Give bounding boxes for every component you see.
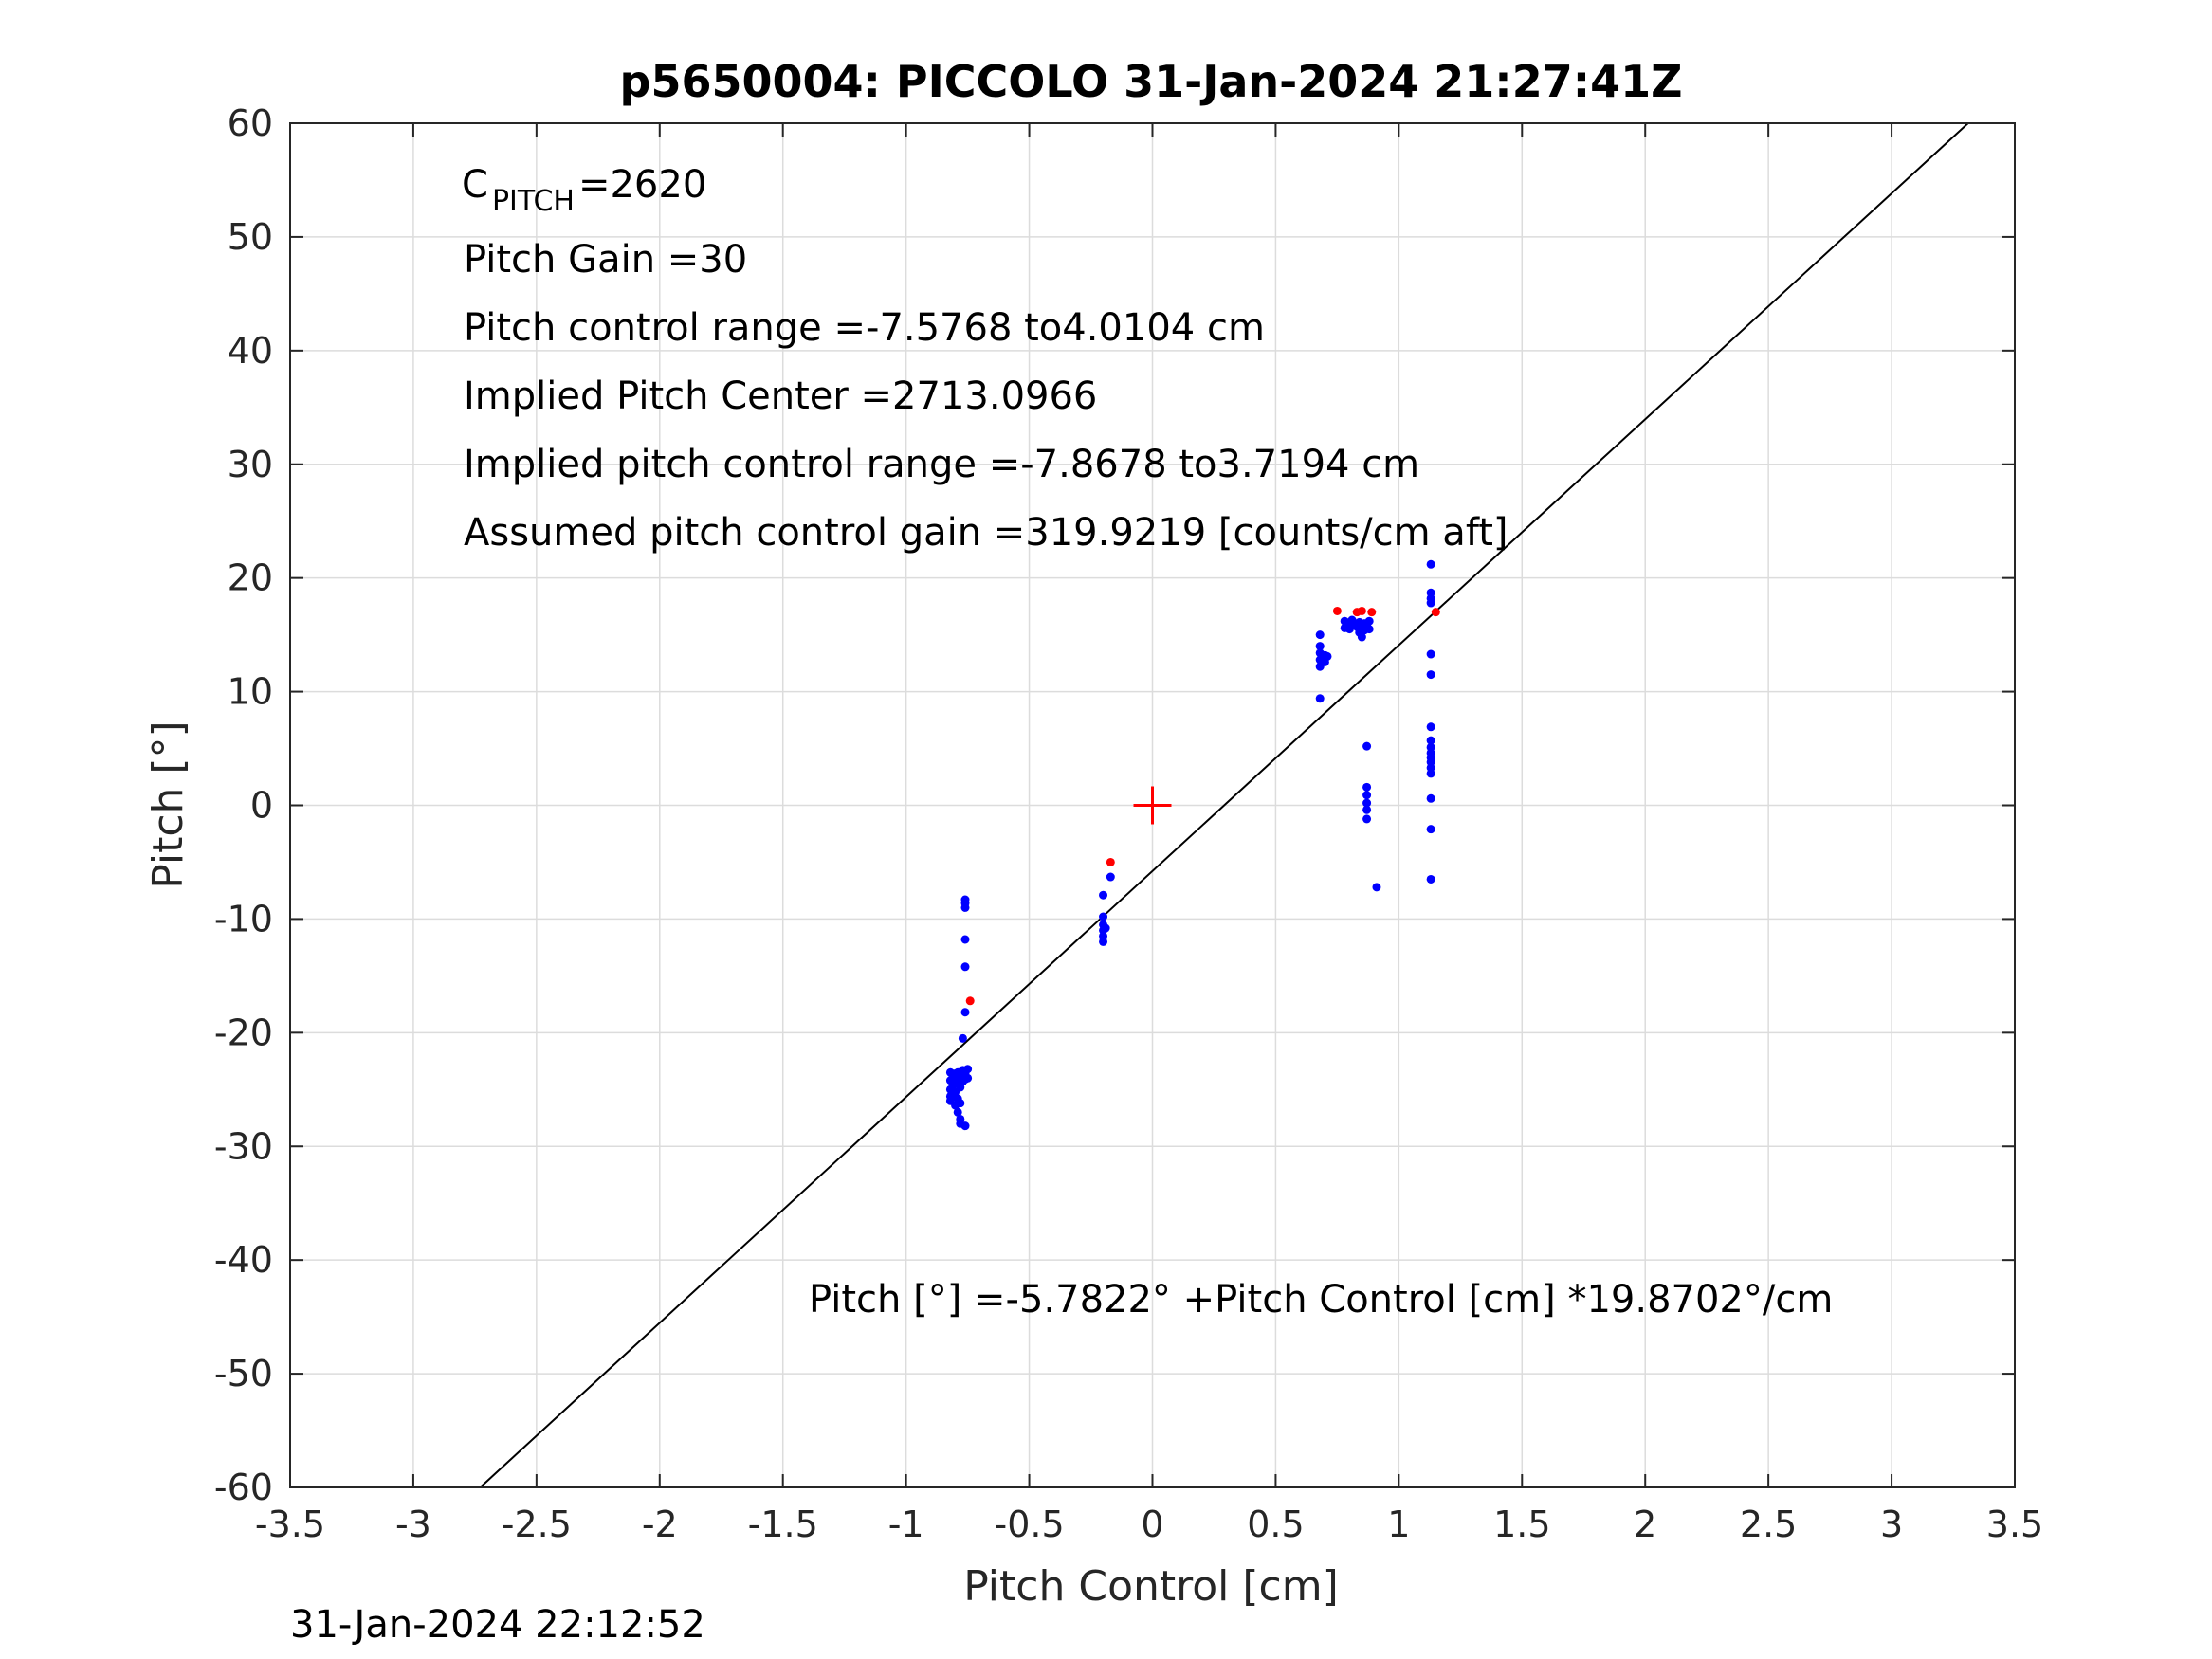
- blue-data-point: [1426, 559, 1435, 569]
- blue-data-point: [1323, 651, 1332, 661]
- x-tick-label: -0.5: [994, 1504, 1064, 1545]
- fit-line: [478, 123, 1970, 1487]
- blue-data-point: [1099, 890, 1108, 900]
- red-data-point: [1106, 857, 1115, 866]
- x-tick-label: -1.5: [748, 1504, 818, 1545]
- fit-equation-annotation: Pitch [°] =-5.7822° +Pitch Control [cm] …: [809, 1278, 1833, 1322]
- blue-data-point: [1362, 798, 1372, 808]
- y-tick-label: -60: [214, 1467, 273, 1508]
- c-pitch-value: =2620: [578, 163, 706, 207]
- x-tick-label: -2: [642, 1504, 678, 1545]
- red-data-point: [965, 996, 975, 1006]
- blue-data-point: [1426, 670, 1435, 680]
- blue-data-point: [1362, 782, 1372, 792]
- blue-data-point: [1372, 883, 1381, 892]
- blue-data-point: [1364, 616, 1374, 626]
- blue-data-point: [960, 962, 970, 972]
- assumed-gain-annotation: Assumed pitch control gain =319.9219 [co…: [464, 511, 1508, 555]
- x-tick-label: 0.5: [1247, 1504, 1304, 1545]
- blue-data-point: [963, 1065, 973, 1074]
- blue-data-point: [1426, 874, 1435, 884]
- c-pitch-annotation: C PITCH =2620: [462, 163, 706, 218]
- blue-data-point: [1426, 598, 1435, 608]
- x-tick-label: -2.5: [502, 1504, 572, 1545]
- red-data-point: [1332, 606, 1342, 615]
- x-tick-label: 1: [1387, 1504, 1410, 1545]
- y-tick-label: 20: [228, 557, 273, 599]
- x-tick-label: -1: [888, 1504, 924, 1545]
- blue-data-point: [1426, 769, 1435, 778]
- blue-data-point: [1315, 642, 1325, 651]
- blue-data-point: [960, 1008, 970, 1017]
- x-tick-label: 2: [1634, 1504, 1656, 1545]
- blue-data-point: [1426, 825, 1435, 834]
- blue-data-point: [1099, 937, 1108, 946]
- y-tick-label: 60: [228, 102, 273, 144]
- y-tick-label: 0: [250, 785, 273, 827]
- x-tick-label: -3: [395, 1504, 431, 1545]
- red-data-point: [1367, 608, 1377, 617]
- axes-box: [289, 122, 2016, 1488]
- control-range-annotation: Pitch control range =-7.5768 to4.0104 cm: [464, 306, 1265, 350]
- blue-data-point: [1357, 632, 1366, 642]
- blue-data-point: [1106, 872, 1115, 882]
- red-data-point: [1431, 608, 1440, 617]
- data-points: [945, 559, 1440, 1131]
- implied-range-annotation: Implied pitch control range =-7.8678 to3…: [464, 443, 1419, 486]
- y-tick-label: -20: [214, 1012, 273, 1053]
- blue-data-point: [1362, 791, 1372, 800]
- y-tick-label: 30: [228, 444, 273, 485]
- timestamp: 31-Jan-2024 22:12:52: [290, 1603, 705, 1647]
- blue-data-point: [963, 1073, 973, 1083]
- blue-data-point: [1426, 793, 1435, 803]
- x-tick-label: 3: [1880, 1504, 1903, 1545]
- blue-data-point: [1426, 736, 1435, 745]
- y-tick-labels: 60 50 40 30 20 10 0 -10 -20 -30 -40 -50 -60: [214, 102, 273, 1508]
- blue-data-point: [1426, 722, 1435, 732]
- y-tick-label: -30: [214, 1125, 273, 1167]
- blue-data-point: [1364, 625, 1374, 634]
- blue-data-point: [1362, 814, 1372, 824]
- chart-title: p5650004: PICCOLO 31-Jan-2024 21:27:41Z: [620, 56, 1683, 107]
- blue-data-point: [1426, 649, 1435, 659]
- blue-data-point: [1362, 741, 1372, 751]
- x-tick-label: 1.5: [1493, 1504, 1550, 1545]
- y-tick-label: 50: [228, 216, 273, 258]
- c-pitch-symbol: C: [462, 163, 488, 207]
- x-tick-labels: -3.5 -3 -2.5 -2 -1.5 -1 -0.5 0 0.5 1 1.5 2 2.5 3 3.5: [255, 1504, 2043, 1545]
- blue-data-point: [1101, 923, 1110, 933]
- c-pitch-subscript: PITCH: [492, 185, 575, 218]
- blue-data-point: [1315, 630, 1325, 640]
- y-tick-label: -40: [214, 1239, 273, 1281]
- x-tick-label: -3.5: [255, 1504, 325, 1545]
- y-tick-label: 10: [228, 671, 273, 713]
- implied-center-annotation: Implied Pitch Center =2713.0966: [464, 374, 1097, 418]
- x-tick-label: 2.5: [1740, 1504, 1797, 1545]
- blue-data-point: [1362, 805, 1372, 814]
- y-tick-label: 40: [228, 330, 273, 372]
- x-tick-label: 3.5: [1986, 1504, 2043, 1545]
- blue-data-point: [1099, 912, 1108, 921]
- blue-data-point: [960, 1121, 970, 1131]
- blue-data-point: [960, 935, 970, 944]
- y-axis-label: Pitch [°]: [144, 720, 192, 888]
- blue-data-point: [953, 1107, 962, 1117]
- pitch-gain-annotation: Pitch Gain =30: [464, 238, 747, 282]
- blue-data-point: [960, 902, 970, 912]
- x-axis-label: Pitch Control [cm]: [963, 1562, 1339, 1611]
- red-data-point: [1357, 606, 1366, 615]
- x-tick-label: 0: [1141, 1504, 1163, 1545]
- blue-data-point: [956, 1099, 965, 1108]
- y-tick-label: -10: [214, 898, 273, 939]
- blue-data-point: [1315, 694, 1325, 703]
- pitch-center-marker: [1133, 786, 1172, 825]
- y-tick-label: -50: [214, 1353, 273, 1395]
- blue-data-point: [958, 1033, 967, 1043]
